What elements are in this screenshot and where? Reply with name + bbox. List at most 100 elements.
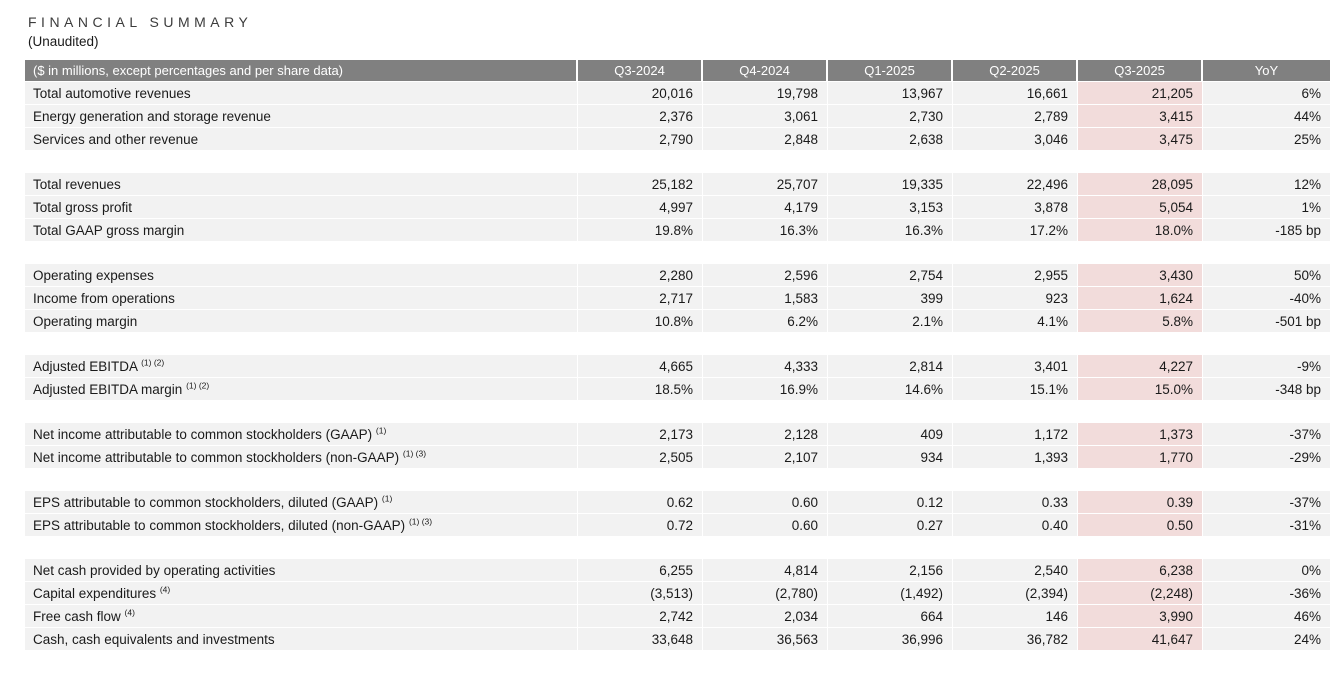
table-row: EPS attributable to common stockholders,…	[25, 514, 1330, 537]
quarter-value: 0.40	[953, 514, 1078, 537]
yoy-value: 24%	[1203, 628, 1330, 651]
yoy-value: -40%	[1203, 287, 1330, 310]
quarter-value: 0.60	[703, 514, 828, 537]
quarter-value: 2,034	[703, 605, 828, 628]
quarter-value: 2,156	[828, 559, 953, 582]
table-row: Total automotive revenues 20,016 19,798 13,…	[25, 82, 1330, 105]
footnote-reference: (4)	[124, 607, 135, 617]
column-header-q3-2025: Q3-2025	[1078, 60, 1203, 82]
section-separator	[25, 333, 1330, 355]
quarter-value: 4.1%	[953, 310, 1078, 333]
table-row: Income from operations 2,717 1,583 399 923 1,…	[25, 287, 1330, 310]
quarter-value: 2,173	[578, 423, 703, 446]
page-title: FINANCIAL SUMMARY	[28, 14, 253, 30]
yoy-value: 6%	[1203, 82, 1330, 105]
quarter-value: 934	[828, 446, 953, 469]
quarter-value: 18.0%	[1078, 219, 1203, 242]
row-label: Total gross profit	[25, 196, 578, 219]
quarter-value: 5,054	[1078, 196, 1203, 219]
header-units-label: ($ in millions, except percentages and p…	[25, 60, 578, 82]
table-row: Adjusted EBITDA (1) (2) 4,665 4,333 2,814 3,…	[25, 355, 1330, 378]
quarter-value: 4,997	[578, 196, 703, 219]
column-header-q3-2024: Q3-2024	[578, 60, 703, 82]
quarter-value: 664	[828, 605, 953, 628]
table-row: Energy generation and storage revenue 2,3…	[25, 105, 1330, 128]
quarter-value: (1,492)	[828, 582, 953, 605]
section-separator	[25, 469, 1330, 491]
quarter-value: 2,848	[703, 128, 828, 151]
yoy-value: -501 bp	[1203, 310, 1330, 333]
table-row: Total GAAP gross margin 19.8% 16.3% 16.3% 17…	[25, 219, 1330, 242]
quarter-value: 4,227	[1078, 355, 1203, 378]
quarter-value: 2,717	[578, 287, 703, 310]
quarter-value: 1,624	[1078, 287, 1203, 310]
title-block: FINANCIAL SUMMARY (Unaudited)	[0, 0, 1344, 51]
row-label: Operating margin	[25, 310, 578, 333]
quarter-value: 5.8%	[1078, 310, 1203, 333]
quarter-value: 1,583	[703, 287, 828, 310]
row-label: Capital expenditures (4)	[25, 582, 578, 605]
quarter-value: 14.6%	[828, 378, 953, 401]
quarter-value: 6,238	[1078, 559, 1203, 582]
financial-summary-table: ($ in millions, except percentages and p…	[25, 60, 1330, 651]
quarter-value: 17.2%	[953, 219, 1078, 242]
section-separator	[25, 537, 1330, 559]
row-label: Total automotive revenues	[25, 82, 578, 105]
quarter-value: 15.0%	[1078, 378, 1203, 401]
quarter-value: 41,647	[1078, 628, 1203, 651]
footnote-reference: (1)	[375, 425, 387, 435]
yoy-value: 0%	[1203, 559, 1330, 582]
yoy-value: -9%	[1203, 355, 1330, 378]
row-label: Net cash provided by operating activitie…	[25, 559, 578, 582]
table-row: Total gross profit 4,997 4,179 3,153 3,878 5,…	[25, 196, 1330, 219]
table-row: Net income attributable to common stockh…	[25, 423, 1330, 446]
quarter-value: 4,814	[703, 559, 828, 582]
quarter-value: 4,665	[578, 355, 703, 378]
quarter-value: 16,661	[953, 82, 1078, 105]
quarter-value: 0.39	[1078, 491, 1203, 514]
quarter-value: 19,798	[703, 82, 828, 105]
quarter-value: 3,878	[953, 196, 1078, 219]
quarter-value: 16.9%	[703, 378, 828, 401]
row-label: Adjusted EBITDA (1) (2)	[25, 355, 578, 378]
quarter-value: 4,333	[703, 355, 828, 378]
quarter-value: 21,205	[1078, 82, 1203, 105]
yoy-value: -31%	[1203, 514, 1330, 537]
yoy-value: -348 bp	[1203, 378, 1330, 401]
quarter-value: 2.1%	[828, 310, 953, 333]
yoy-value: 46%	[1203, 605, 1330, 628]
column-header-yoy: YoY	[1203, 60, 1330, 82]
quarter-value: 6,255	[578, 559, 703, 582]
quarter-value: 923	[953, 287, 1078, 310]
quarter-value: 0.12	[828, 491, 953, 514]
column-header-q1-2025: Q1-2025	[828, 60, 953, 82]
quarter-value: 36,996	[828, 628, 953, 651]
yoy-value: -36%	[1203, 582, 1330, 605]
quarter-value: 1,770	[1078, 446, 1203, 469]
footnote-reference: (1)	[381, 493, 393, 503]
quarter-value: 3,061	[703, 105, 828, 128]
section-separator	[25, 401, 1330, 423]
table-body: Total automotive revenues 20,016 19,798 13,…	[25, 82, 1330, 651]
yoy-value: 12%	[1203, 173, 1330, 196]
quarter-value: (3,513)	[578, 582, 703, 605]
column-header-q4-2024: Q4-2024	[703, 60, 828, 82]
quarter-value: 2,128	[703, 423, 828, 446]
quarter-value: 13,967	[828, 82, 953, 105]
quarter-value: 1,373	[1078, 423, 1203, 446]
quarter-value: 1,172	[953, 423, 1078, 446]
quarter-value: 1,393	[953, 446, 1078, 469]
quarter-value: 2,730	[828, 105, 953, 128]
quarter-value: 19.8%	[578, 219, 703, 242]
table-row: Net cash provided by operating activitie…	[25, 559, 1330, 582]
table-row: Capital expenditures (4) (3,513) (2,780) (1…	[25, 582, 1330, 605]
footnote-reference: (1) (2)	[141, 357, 165, 367]
table-row: Operating expenses 2,280 2,596 2,754 2,955 3,…	[25, 264, 1330, 287]
quarter-value: 2,754	[828, 264, 953, 287]
quarter-value: 2,280	[578, 264, 703, 287]
quarter-value: 28,095	[1078, 173, 1203, 196]
row-label: EPS attributable to common stockholders,…	[25, 491, 578, 514]
table-row: Cash, cash equivalents and investments 33…	[25, 628, 1330, 651]
quarter-value: 25,182	[578, 173, 703, 196]
column-header-q2-2025: Q2-2025	[953, 60, 1078, 82]
